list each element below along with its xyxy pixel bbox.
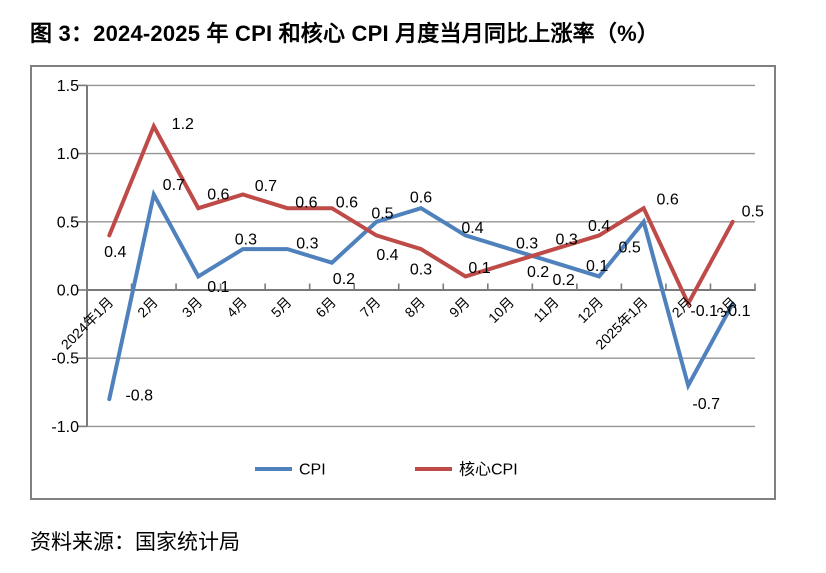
data-label: 0.6 [295,195,317,212]
source-note: 资料来源：国家统计局 [30,531,240,554]
data-label: 0.7 [255,178,277,195]
x-tick-label: 9月 [446,294,473,321]
y-tick-label: -0.5 [51,351,79,368]
y-tick-label: 0.5 [57,214,79,231]
data-label: 0.3 [235,232,257,249]
data-label: 0.6 [410,190,432,207]
y-tick-label: -1.0 [51,419,79,436]
data-label: 0.3 [516,236,538,253]
data-label: -0.7 [692,396,720,413]
x-tick-label: 3月 [179,294,206,321]
data-label: -0.1 [690,303,718,320]
x-tick-label: 2月 [134,294,161,321]
x-tick-label: 10月 [485,294,517,326]
series-line-核心cpi [107,121,735,309]
data-label: -0.1 [723,303,751,320]
data-label: 0.5 [742,203,764,220]
data-label: 1.2 [172,116,194,133]
chart-frame: 1.5 1.0 0.5 0.0 -0.5 -1.0 2024年1月 2月 3月 4月 5月 6月 7月 8… [30,65,776,500]
data-label: 0.4 [104,244,126,261]
data-label: 0.2 [552,272,574,289]
x-tick-label: 12月 [574,294,606,326]
data-label: 0.6 [336,195,358,212]
data-label: 0.2 [527,264,549,281]
data-label: 0.1 [586,258,608,275]
x-tick-label: 6月 [312,294,339,321]
data-label: 0.1 [468,260,490,277]
legend-label-cpi: CPI [299,462,326,479]
x-tick-label: 11月 [530,294,561,325]
data-label: 0.4 [588,218,610,235]
legend-label-core-cpi: 核心CPI [459,461,518,479]
x-tick-label: 5月 [268,294,295,321]
series-line-cpi [107,188,735,402]
x-tick-label: 8月 [401,294,428,321]
data-label: 0.5 [371,205,393,222]
data-label: 0.5 [619,239,641,256]
data-label: 0.2 [333,271,355,288]
data-label: 0.6 [657,192,679,209]
x-tick-label: 7月 [357,294,384,321]
data-label: 0.4 [461,220,483,237]
y-tick-label: 1.5 [57,78,79,95]
y-tick-label: 1.0 [57,146,79,163]
data-label: 0.3 [555,232,577,249]
chart-title: 图 3：2024-2025 年 CPI 和核心 CPI 月度当月同比上涨率（%） [30,21,660,46]
data-label: 0.4 [376,247,398,264]
data-label: 0.1 [207,279,229,296]
x-tick-label: 4月 [223,294,250,321]
data-label: 0.3 [296,236,318,253]
y-tick-label: 0.0 [57,283,79,300]
data-label: 0.3 [410,262,432,279]
data-label: -0.8 [125,388,153,405]
data-label: 0.7 [163,177,185,194]
data-label: 0.6 [207,187,229,204]
